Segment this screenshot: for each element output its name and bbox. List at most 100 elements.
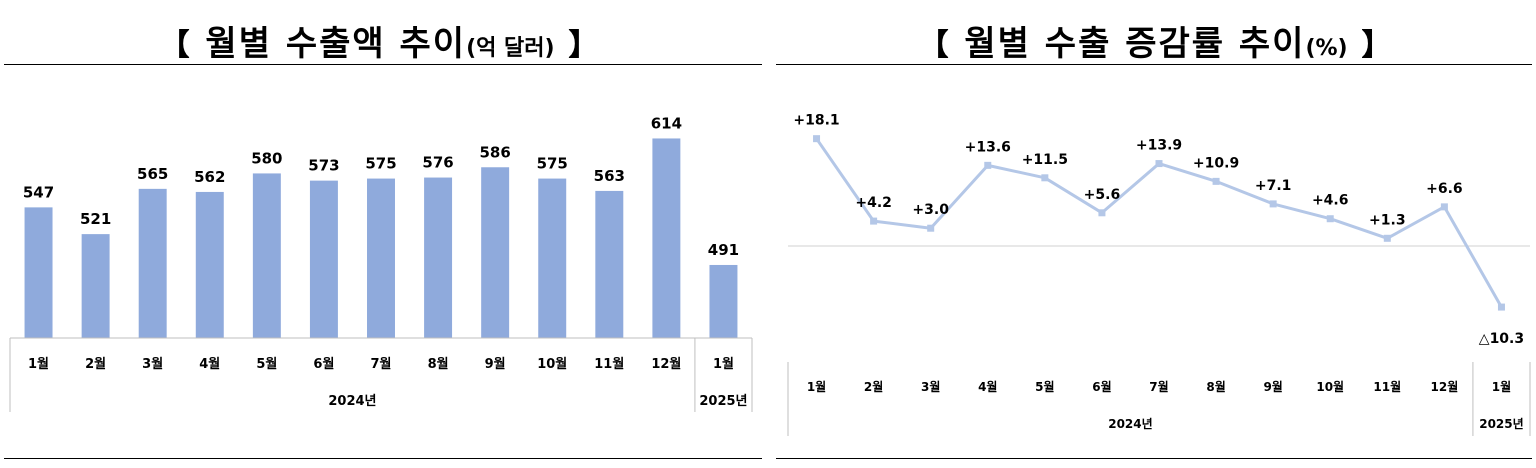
x-tick-label: 12월 bbox=[1431, 379, 1459, 394]
bar bbox=[424, 177, 453, 338]
point-value-label: +18.1 bbox=[793, 113, 839, 129]
title-underline bbox=[776, 64, 1532, 65]
export-growth-title: 【 월별 수출 증감률 추이(%) 】 bbox=[776, 16, 1536, 65]
x-tick-label: 4월 bbox=[199, 356, 220, 372]
data-point bbox=[1383, 234, 1391, 242]
title-bracket-close: 】 bbox=[1361, 28, 1394, 63]
point-value-label: +1.3 bbox=[1369, 212, 1406, 228]
bar bbox=[367, 178, 395, 338]
bar-value-label: 586 bbox=[479, 143, 510, 161]
x-tick-label: 10월 bbox=[1316, 379, 1344, 394]
data-point bbox=[1326, 215, 1334, 223]
bar-value-label: 491 bbox=[708, 241, 739, 259]
bar-value-label: 521 bbox=[80, 210, 111, 228]
bar bbox=[252, 173, 281, 338]
x-tick-label: 1월 bbox=[807, 379, 826, 394]
x-tick-label: 3월 bbox=[142, 356, 163, 372]
bar bbox=[538, 178, 567, 338]
point-value-label: +10.9 bbox=[1193, 155, 1239, 171]
x-tick-label: 11월 bbox=[1373, 379, 1401, 394]
x-tick-label: 1월 bbox=[1492, 379, 1511, 394]
x-tick-label: 3월 bbox=[921, 379, 940, 394]
point-value-label: +13.6 bbox=[965, 139, 1011, 155]
data-point bbox=[1440, 203, 1448, 211]
x-tick-label: 9월 bbox=[1263, 379, 1282, 394]
x-tick-label: 11월 bbox=[594, 356, 624, 372]
title-bracket-open: 【 bbox=[918, 28, 951, 63]
bar bbox=[195, 191, 224, 338]
bar-value-label: 580 bbox=[251, 149, 282, 167]
x-tick-label: 12월 bbox=[651, 356, 681, 372]
point-value-label: +5.6 bbox=[1084, 187, 1121, 203]
title-bracket-close: 】 bbox=[568, 28, 601, 63]
bar-value-label: 562 bbox=[194, 168, 225, 186]
export-amount-title: 【 월별 수출액 추이(억 달러) 】 bbox=[0, 16, 760, 65]
point-value-label: +11.5 bbox=[1022, 152, 1068, 168]
bar-value-label: 573 bbox=[308, 157, 339, 175]
group-label: 2024년 bbox=[328, 394, 376, 409]
title-main: 월별 수출액 추이 bbox=[205, 24, 467, 64]
bar-value-label: 575 bbox=[365, 155, 396, 173]
bar-value-label: 576 bbox=[422, 154, 453, 172]
x-tick-label: 9월 bbox=[485, 356, 506, 372]
bar bbox=[709, 264, 738, 338]
data-point bbox=[813, 135, 821, 143]
title-unit: (억 달러) bbox=[466, 36, 555, 61]
point-value-label: +3.0 bbox=[912, 202, 949, 218]
x-tick-label: 8월 bbox=[1206, 379, 1225, 394]
export-amount-bar-chart: 547 1월 521 2월 565 3월 562 4월 580 5월 573 6월 575 7월 576 8월… bbox=[9, 114, 753, 412]
x-tick-label: 2월 bbox=[864, 379, 883, 394]
point-value-label: +7.1 bbox=[1255, 178, 1292, 194]
x-tick-label: 10월 bbox=[537, 356, 567, 372]
bar bbox=[138, 188, 167, 338]
export-growth-line-chart: +18.1 1월 +4.2 2월 +3.0 3월 +13.6 4월 +11.5 5월 +5.6 6월 +… bbox=[787, 113, 1531, 436]
bar bbox=[81, 234, 110, 338]
export-amount-panel: 【 월별 수출액 추이(억 달러) 】 547 1월 521 2월 565 3월 562 4월… bbox=[0, 0, 762, 468]
bar bbox=[595, 190, 624, 338]
point-value-label: +4.2 bbox=[855, 195, 892, 211]
x-tick-label: 5월 bbox=[1035, 379, 1054, 394]
x-tick-label: 6월 bbox=[1092, 379, 1111, 394]
bar-value-label: 547 bbox=[23, 183, 54, 201]
x-tick-label: 2월 bbox=[85, 356, 106, 372]
x-tick-label: 7월 bbox=[370, 356, 391, 372]
bar-value-label: 565 bbox=[137, 165, 168, 183]
data-point bbox=[1212, 177, 1220, 185]
x-tick-label: 1월 bbox=[28, 356, 49, 372]
bar bbox=[309, 180, 338, 338]
title-bracket-open: 【 bbox=[159, 28, 192, 63]
point-value-label: +13.9 bbox=[1136, 138, 1182, 154]
bottom-rule bbox=[776, 458, 1532, 459]
point-value-label: +4.6 bbox=[1312, 193, 1349, 209]
x-tick-label: 8월 bbox=[428, 356, 449, 372]
data-point bbox=[984, 161, 992, 169]
bar-value-label: 575 bbox=[537, 155, 568, 173]
bar bbox=[24, 207, 53, 338]
export-growth-panel: 【 월별 수출 증감률 추이(%) 】 +18.1 1월 +4.2 2월 +3.0 3월 +… bbox=[776, 0, 1536, 468]
bottom-rule bbox=[4, 458, 762, 459]
title-underline bbox=[4, 64, 762, 65]
group-label: 2025년 bbox=[1479, 417, 1523, 431]
data-point bbox=[1497, 303, 1505, 311]
data-point bbox=[1269, 200, 1277, 208]
bar-value-label: 563 bbox=[594, 167, 625, 185]
x-tick-label: 7월 bbox=[1149, 379, 1168, 394]
x-tick-label: 6월 bbox=[313, 356, 334, 372]
x-tick-label: 4월 bbox=[978, 379, 997, 394]
data-point bbox=[870, 217, 878, 225]
title-main: 월별 수출 증감률 추이 bbox=[964, 24, 1306, 64]
data-point bbox=[1098, 209, 1106, 217]
x-tick-label: 5월 bbox=[256, 356, 277, 372]
title-unit: (%) bbox=[1305, 36, 1348, 61]
data-point bbox=[927, 224, 935, 232]
bar bbox=[481, 167, 510, 338]
data-point bbox=[1155, 160, 1163, 168]
bar bbox=[652, 138, 681, 338]
point-value-label: +6.6 bbox=[1426, 181, 1463, 197]
x-tick-label: 1월 bbox=[713, 356, 734, 372]
group-label: 2024년 bbox=[1108, 417, 1152, 431]
point-value-label: △10.3 bbox=[1479, 331, 1524, 347]
data-point bbox=[1041, 174, 1049, 182]
bar-value-label: 614 bbox=[651, 114, 682, 132]
group-label: 2025년 bbox=[699, 394, 747, 409]
